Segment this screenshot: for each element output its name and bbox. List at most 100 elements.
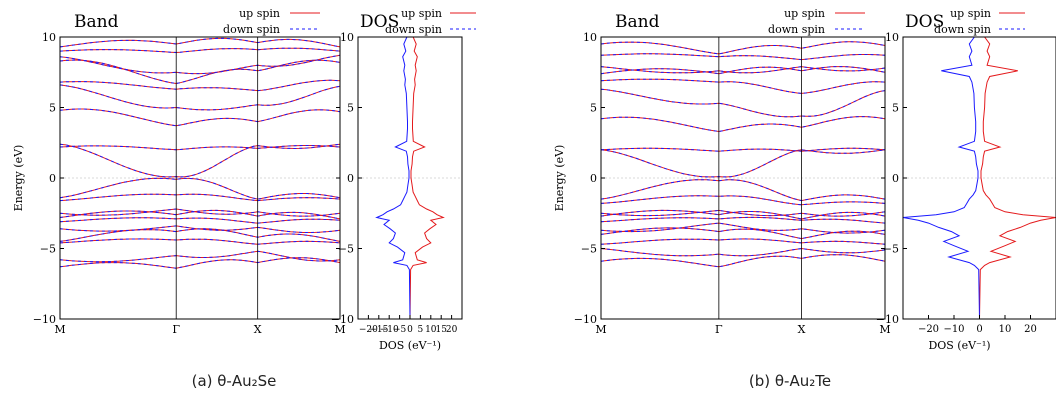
band-line-up <box>600 227 886 240</box>
band-line-down <box>59 217 341 224</box>
y-tick-label: −5 <box>581 243 597 256</box>
band-lines <box>600 41 886 268</box>
y-tick-label: 10 <box>42 31 56 44</box>
band-line-down <box>600 238 886 245</box>
y-tick-label: 5 <box>347 102 354 115</box>
x-tick-label: 0 <box>976 324 982 335</box>
band-line-up <box>600 116 886 133</box>
band-line-down <box>59 208 341 217</box>
legend-up-label: up spin <box>784 7 825 20</box>
x-axis-label: DOS (eV⁻¹) <box>379 339 441 352</box>
band-line-down <box>59 145 341 151</box>
legend-up-label: up spin <box>950 7 991 20</box>
band-line-up <box>600 66 886 74</box>
y-axis-label: Energy (eV) <box>553 145 566 212</box>
band-line-up <box>59 250 341 263</box>
x-tick-label: 10 <box>999 324 1012 335</box>
band-line-down <box>600 149 886 178</box>
x-tick-label: 15 <box>435 325 447 335</box>
kpoint-label: M <box>54 323 65 336</box>
band-line-down <box>59 193 341 202</box>
y-tick-label: −5 <box>40 243 56 256</box>
dos-curve-up <box>979 36 1056 320</box>
x-axis-label: DOS (eV⁻¹) <box>928 339 990 352</box>
band-line-up <box>600 41 886 55</box>
dos-curve-up <box>409 36 445 320</box>
band-line-up <box>59 143 341 178</box>
band-line-up <box>600 149 886 178</box>
x-tick-label: −15 <box>369 325 388 335</box>
legend-down-label: down spin <box>934 23 991 36</box>
band-line-up <box>600 179 886 202</box>
y-tick-label: 5 <box>590 102 597 115</box>
band-line-up <box>600 53 886 61</box>
legend-down-label: down spin <box>223 23 280 36</box>
band-lines <box>59 37 341 269</box>
y-tick-label: 10 <box>340 31 354 44</box>
band-line-up <box>600 222 886 234</box>
y-tick-label: 10 <box>885 31 899 44</box>
y-tick-label: 0 <box>892 172 899 185</box>
band-line-down <box>600 41 886 55</box>
band-line-down <box>59 79 341 92</box>
dos-title: DOS <box>905 12 944 32</box>
band-line-down <box>600 88 886 118</box>
band-line-down <box>600 195 886 206</box>
band-line-up <box>600 66 886 75</box>
y-tick-label: −10 <box>331 313 354 326</box>
band-line-down <box>600 53 886 61</box>
y-tick-label: 5 <box>892 102 899 115</box>
band-line-down <box>59 108 341 127</box>
kpoint-label: X <box>798 323 806 336</box>
kpoint-label: M <box>879 323 890 336</box>
y-tick-label: 5 <box>49 102 56 115</box>
legend-down-label: down spin <box>768 23 825 36</box>
band-line-down <box>59 37 341 48</box>
band-line-up <box>600 195 886 206</box>
band-line-down <box>59 54 341 75</box>
x-tick-label: 5 <box>418 325 424 335</box>
band-line-down <box>600 116 886 133</box>
dos-curve-down <box>375 36 411 320</box>
y-axis-label: Energy (eV) <box>12 145 25 212</box>
y-tick-label: −10 <box>876 313 899 326</box>
kpoint-label: M <box>334 323 345 336</box>
band-line-up <box>59 79 341 92</box>
x-tick-label: 20 <box>446 325 458 335</box>
x-tick-label: −10 <box>943 324 964 335</box>
band-line-down <box>59 84 341 111</box>
kpoint-label: Γ <box>172 323 180 336</box>
kpoint-label: X <box>254 323 262 336</box>
band-line-down <box>59 47 341 54</box>
y-tick-label: −10 <box>574 313 597 326</box>
band-title: Band <box>74 12 119 32</box>
band-line-down <box>59 225 341 233</box>
x-tick-label: −10 <box>380 325 399 335</box>
band-line-up <box>59 84 341 111</box>
band-line-up <box>600 216 886 224</box>
band-line-down <box>59 177 341 200</box>
x-tick-label: −20 <box>918 324 939 335</box>
band-line-up <box>600 254 886 268</box>
dos-plot: 10 5 0 −5 −10 −20 −10 0 10 20 DOS (eV⁻¹) DOS up spin… <box>876 7 1056 352</box>
x-tick-label: 10 <box>425 325 437 335</box>
dos-curve-down <box>902 36 980 320</box>
band-line-down <box>59 209 341 220</box>
band-line-down <box>600 216 886 224</box>
band-line-down <box>59 143 341 178</box>
y-tick-label: −10 <box>33 313 56 326</box>
y-tick-label: 0 <box>590 172 597 185</box>
band-line-down <box>59 238 341 245</box>
band-line-down <box>59 228 341 242</box>
legend-up-label: up spin <box>401 7 442 20</box>
legend-up-label: up spin <box>239 7 280 20</box>
band-line-up <box>600 209 886 220</box>
y-tick-label: 0 <box>347 172 354 185</box>
legend-down-label: down spin <box>385 23 442 36</box>
dos-title: DOS <box>360 12 399 32</box>
